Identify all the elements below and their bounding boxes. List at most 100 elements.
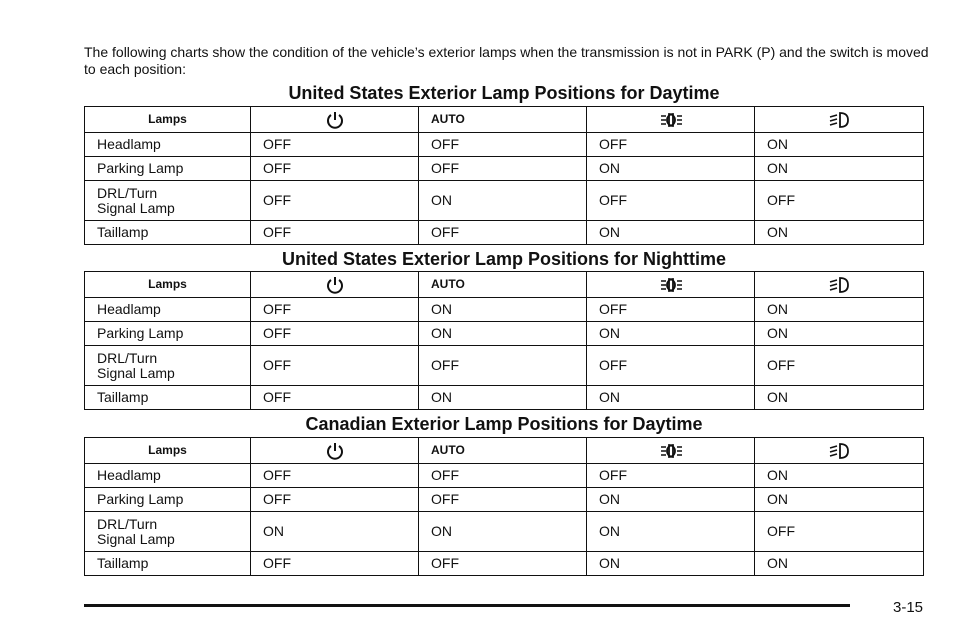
parking-lamp-icon (658, 277, 684, 292)
auto-cell: ON (418, 321, 587, 346)
headlamp-icon (828, 442, 850, 459)
column-auto: AUTO (418, 106, 587, 133)
headlamp-cell: ON (754, 132, 924, 157)
column-off (250, 271, 419, 298)
auto-cell: OFF (418, 345, 587, 386)
lamps-header: Lamps (84, 106, 251, 133)
table-row: Parking Lamp OFF OFF ON ON (84, 487, 924, 512)
column-auto: AUTO (418, 271, 587, 298)
off-cell: OFF (250, 297, 419, 322)
power-off-icon (326, 442, 344, 460)
power-off-icon (326, 111, 344, 129)
parking-cell: OFF (586, 297, 755, 322)
lamp-name-cell: Parking Lamp (84, 487, 251, 512)
auto-cell: OFF (418, 220, 587, 245)
lamp-name-cell: DRL/Turn Signal Lamp (84, 345, 251, 386)
column-off (250, 437, 419, 464)
table-row: Headlamp OFF OFF OFF ON (84, 132, 924, 157)
lamps-header: Lamps (84, 437, 251, 464)
auto-cell: ON (418, 180, 587, 221)
lamp-name-cell: Headlamp (84, 132, 251, 157)
off-cell: OFF (250, 321, 419, 346)
headlamp-cell: ON (754, 220, 924, 245)
auto-cell: OFF (418, 551, 587, 576)
column-headlamp (754, 271, 924, 298)
lamp-table-canadian-daytime: Lamps AUTO Headlamp OFF OFF OFF ON Parki… (84, 437, 924, 576)
headlamp-cell: OFF (754, 180, 924, 221)
parking-cell: ON (586, 551, 755, 576)
parking-cell: ON (586, 385, 755, 410)
off-cell: OFF (250, 132, 419, 157)
table-row: DRL/Turn Signal Lamp ON ON ON OFF (84, 511, 924, 552)
headlamp-icon (828, 111, 850, 128)
headlamp-cell: ON (754, 156, 924, 181)
off-cell: ON (250, 511, 419, 552)
auto-cell: ON (418, 511, 587, 552)
auto-cell: OFF (418, 487, 587, 512)
parking-cell: OFF (586, 345, 755, 386)
off-cell: OFF (250, 551, 419, 576)
off-cell: OFF (250, 345, 419, 386)
lamp-table-us-daytime: Lamps AUTO Headlamp OFF OFF OFF ON Parki… (84, 106, 924, 245)
table-row: Headlamp OFF OFF OFF ON (84, 463, 924, 488)
auto-cell: ON (418, 297, 587, 322)
column-headlamp (754, 437, 924, 464)
table-row: Taillamp OFF OFF ON ON (84, 220, 924, 245)
auto-cell: ON (418, 385, 587, 410)
column-parking (586, 106, 755, 133)
parking-cell: ON (586, 156, 755, 181)
headlamp-cell: ON (754, 297, 924, 322)
lamp-name-cell: Taillamp (84, 220, 251, 245)
column-off (250, 106, 419, 133)
lamp-name-cell: Parking Lamp (84, 156, 251, 181)
parking-cell: ON (586, 321, 755, 346)
parking-cell: ON (586, 220, 755, 245)
lamp-name-cell: DRL/Turn Signal Lamp (84, 511, 251, 552)
lamp-name-cell: Headlamp (84, 463, 251, 488)
footer-rule (84, 604, 850, 607)
table-row: DRL/Turn Signal Lamp OFF ON OFF OFF (84, 180, 924, 221)
table-row: Headlamp OFF ON OFF ON (84, 297, 924, 322)
column-auto: AUTO (418, 437, 587, 464)
parking-cell: ON (586, 487, 755, 512)
auto-cell: OFF (418, 463, 587, 488)
parking-cell: OFF (586, 132, 755, 157)
headlamp-cell: ON (754, 321, 924, 346)
table-row: DRL/Turn Signal Lamp OFF OFF OFF OFF (84, 345, 924, 386)
headlamp-cell: ON (754, 385, 924, 410)
power-off-icon (326, 276, 344, 294)
off-cell: OFF (250, 487, 419, 512)
lamp-name-cell: Headlamp (84, 297, 251, 322)
column-headlamp (754, 106, 924, 133)
table-row: Taillamp OFF OFF ON ON (84, 551, 924, 576)
column-parking (586, 271, 755, 298)
table-row: Parking Lamp OFF OFF ON ON (84, 156, 924, 181)
auto-cell: OFF (418, 132, 587, 157)
table-title-canadian-daytime: Canadian Exterior Lamp Positions for Day… (305, 414, 703, 434)
lamp-name-cell: DRL/Turn Signal Lamp (84, 180, 251, 221)
table-title-us-nighttime: United States Exterior Lamp Positions fo… (281, 249, 727, 269)
column-parking (586, 437, 755, 464)
lamps-header: Lamps (84, 271, 251, 298)
table-title-us-daytime: United States Exterior Lamp Positions fo… (288, 83, 720, 103)
lamp-name-cell: Taillamp (84, 551, 251, 576)
headlamp-icon (828, 276, 850, 293)
headlamp-cell: OFF (754, 345, 924, 386)
off-cell: OFF (250, 463, 419, 488)
off-cell: OFF (250, 385, 419, 410)
auto-cell: OFF (418, 156, 587, 181)
parking-cell: ON (586, 511, 755, 552)
off-cell: OFF (250, 180, 419, 221)
parking-cell: OFF (586, 463, 755, 488)
table-row: Taillamp OFF ON ON ON (84, 385, 924, 410)
lamp-name-cell: Taillamp (84, 385, 251, 410)
intro-paragraph: The following charts show the condition … (84, 44, 929, 77)
headlamp-cell: ON (754, 551, 924, 576)
page-number: 3-15 (893, 599, 924, 616)
headlamp-cell: ON (754, 487, 924, 512)
lamp-table-us-nighttime: Lamps AUTO Headlamp OFF ON OFF ON Parkin… (84, 271, 924, 410)
off-cell: OFF (250, 156, 419, 181)
parking-lamp-icon (658, 112, 684, 127)
parking-cell: OFF (586, 180, 755, 221)
table-row: Parking Lamp OFF ON ON ON (84, 321, 924, 346)
